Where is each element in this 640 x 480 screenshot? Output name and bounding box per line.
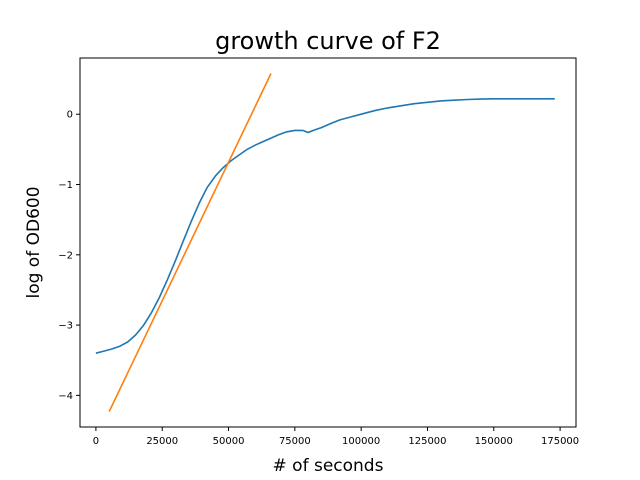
x-tick-label: 125000: [408, 436, 446, 447]
x-axis-label: # of seconds: [273, 456, 384, 476]
y-tick-label: −3: [58, 321, 73, 332]
x-tick-label: 50000: [213, 436, 245, 447]
x-tick-label: 100000: [342, 436, 380, 447]
series-layer: [95, 73, 555, 412]
x-tick-label: 75000: [279, 436, 311, 447]
x-tick-label: 150000: [475, 436, 513, 447]
y-tick-label: −1: [58, 180, 73, 191]
y-tick-label: −2: [58, 250, 73, 261]
x-tick-label: 25000: [146, 436, 178, 447]
plot-area: [79, 57, 577, 428]
y-axis: −4 −3 −2 −1 0: [58, 110, 80, 402]
y-tick-label: −4: [58, 391, 73, 402]
series-line-2: [108, 73, 272, 412]
x-axis: 0 25000 50000 75000 100000 125000 150000 175000: [93, 427, 579, 447]
series-line-1: [95, 98, 555, 354]
x-tick-label: 175000: [541, 436, 579, 447]
y-tick-label: 0: [67, 110, 73, 121]
y-axis-label: log of OD600: [24, 186, 44, 298]
chart-title: growth curve of F2: [215, 27, 441, 55]
x-tick-label: 0: [93, 436, 99, 447]
